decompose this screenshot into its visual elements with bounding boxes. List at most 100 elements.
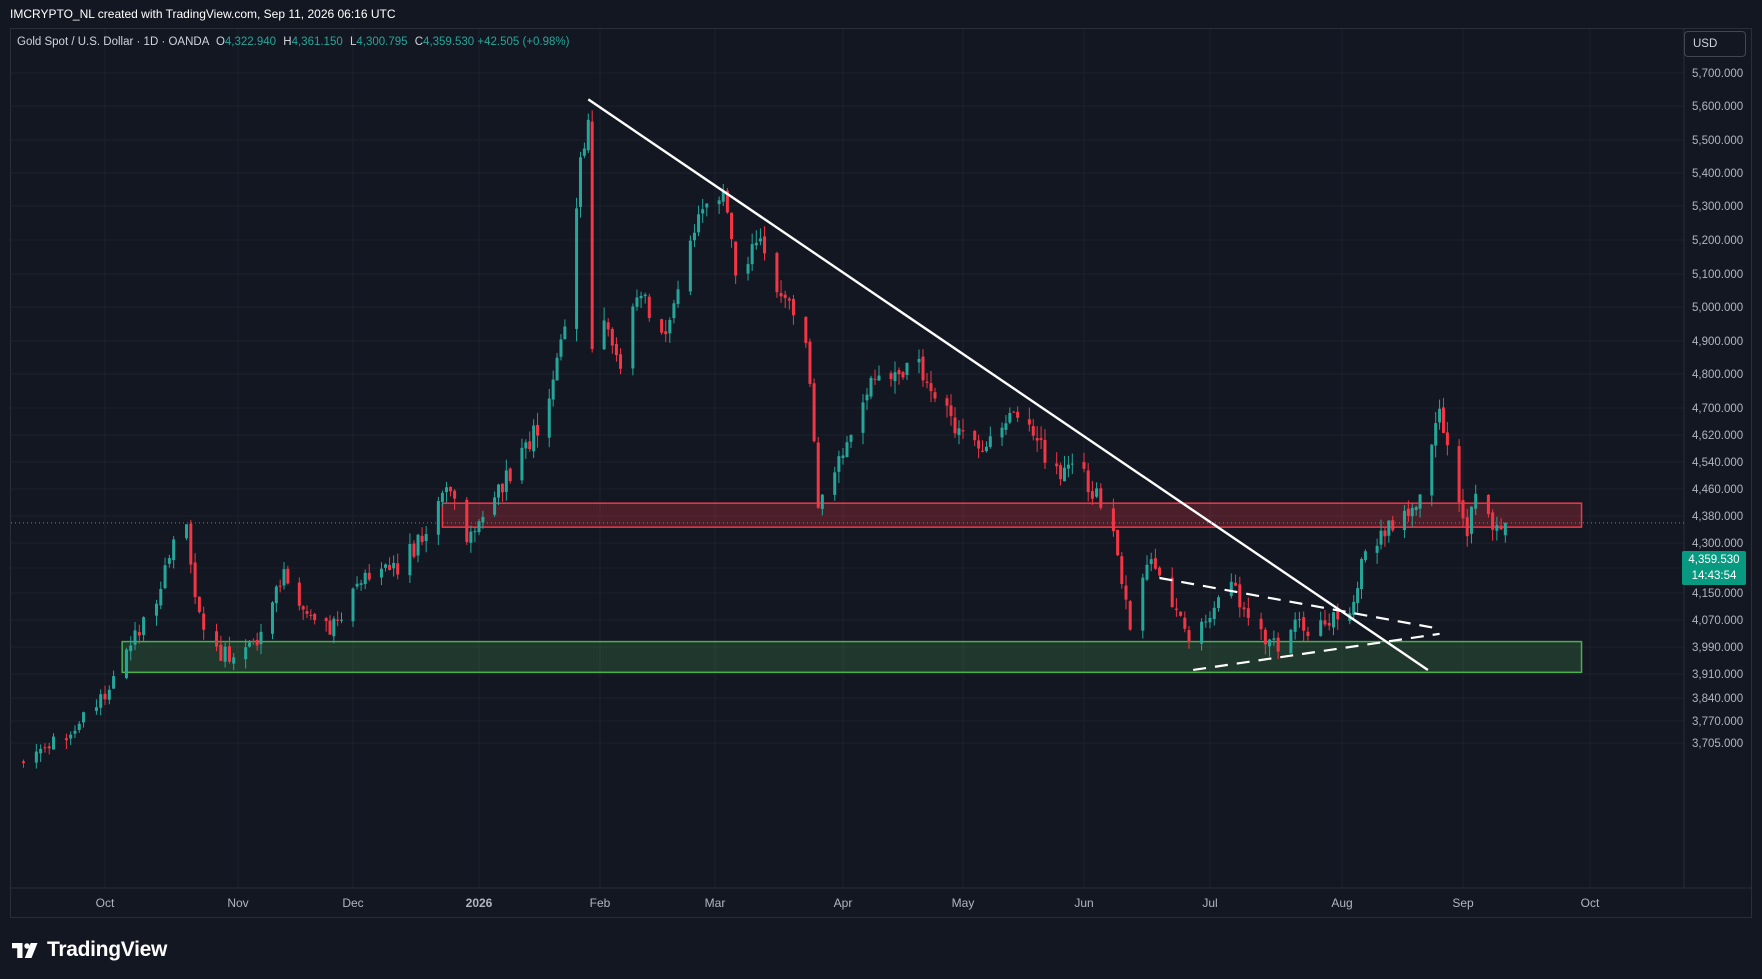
candle	[1016, 406, 1020, 423]
candle	[925, 372, 929, 389]
candle	[1012, 410, 1016, 413]
candle	[1200, 618, 1204, 651]
candle	[297, 577, 301, 611]
candle	[812, 378, 816, 443]
currency-button[interactable]: USD	[1684, 31, 1746, 57]
candle	[921, 349, 925, 387]
candle-body	[137, 632, 141, 636]
candle	[953, 407, 957, 438]
candle-body	[1035, 438, 1039, 441]
price-tick-label: 4,300.000	[1692, 538, 1743, 550]
candle-body	[379, 568, 383, 578]
candle	[984, 441, 988, 453]
candle	[367, 563, 371, 582]
candle	[905, 362, 909, 380]
candle-body	[416, 534, 420, 556]
candle	[339, 612, 344, 624]
candle	[197, 596, 201, 614]
candle-body	[725, 190, 729, 213]
candle-body	[647, 296, 651, 319]
candle	[282, 562, 286, 590]
candle-body	[779, 292, 783, 297]
price-chart[interactable]: 5,700.000 5,600.000 5,500.000 5,400.000 5,30…	[0, 0, 1762, 918]
candle	[1000, 422, 1004, 447]
candle-body	[614, 343, 618, 356]
candle-body	[1461, 500, 1465, 519]
candle	[734, 241, 738, 285]
candle	[1383, 527, 1387, 547]
candle-body	[1336, 611, 1340, 620]
price-tick-label: 3,705.000	[1692, 738, 1743, 750]
candle	[1116, 529, 1120, 557]
candle	[639, 291, 643, 309]
candle	[379, 562, 383, 586]
candle	[1204, 614, 1208, 628]
candle	[1179, 611, 1183, 617]
candle	[500, 483, 504, 502]
candle-body	[861, 402, 865, 433]
candle	[424, 526, 428, 553]
candle	[384, 563, 388, 572]
candle-body	[367, 572, 371, 580]
candle-body	[1319, 620, 1323, 636]
candle-body	[730, 212, 734, 239]
candle-body	[672, 303, 676, 319]
time-tick-label: May	[952, 896, 975, 910]
support-zone	[121, 640, 1583, 674]
candle	[575, 197, 579, 342]
candle	[1457, 439, 1461, 512]
candle-body	[929, 383, 933, 392]
candle-body	[1000, 427, 1004, 438]
grid-lines	[11, 29, 1684, 888]
candle	[746, 256, 750, 281]
time-axis: Oct Nov Dec 2026 Feb Mar Apr May Jun Jul Aug Sep Oct	[96, 896, 1600, 910]
candle-body	[635, 297, 639, 307]
candle	[453, 489, 457, 510]
candle-body	[34, 751, 38, 763]
candle	[232, 652, 236, 671]
candle-body	[167, 558, 171, 564]
candle-body	[52, 736, 56, 750]
candle-body	[202, 613, 206, 630]
candle-body	[396, 563, 400, 575]
symbol-title: Gold Spot / U.S. Dollar · 1D · OANDA	[17, 36, 209, 48]
candle	[270, 601, 275, 640]
candle	[1004, 415, 1008, 435]
candle-body	[297, 582, 301, 606]
candle	[551, 370, 555, 407]
candle-body	[973, 430, 977, 441]
candle	[676, 280, 680, 308]
candle	[610, 327, 614, 354]
candle-body	[1158, 567, 1162, 576]
price-tick-label: 5,700.000	[1692, 68, 1743, 80]
candle	[412, 540, 416, 559]
high-label: H	[283, 36, 292, 48]
symbol-legend: Gold Spot / U.S. Dollar · 1D · OANDA O4,…	[17, 36, 570, 48]
candle	[763, 226, 767, 261]
candle	[614, 337, 618, 362]
candle-body	[142, 617, 146, 635]
candle-body	[1062, 467, 1066, 482]
tradingview-logo[interactable]: TradingView	[12, 938, 167, 962]
candle-body	[697, 214, 701, 233]
candle	[1111, 498, 1115, 537]
candle-body	[812, 383, 816, 442]
candle-body	[1229, 581, 1233, 596]
candle-body	[1323, 620, 1327, 625]
candle-body	[21, 761, 25, 763]
candle-body	[1238, 584, 1242, 608]
candle	[929, 370, 933, 402]
candle	[873, 369, 877, 385]
candle-body	[1090, 491, 1094, 499]
price-tick-label: 5,100.000	[1692, 269, 1743, 281]
candle-body	[388, 564, 392, 571]
candle	[313, 612, 317, 625]
candle	[602, 307, 606, 350]
candle	[1128, 599, 1132, 631]
candle-body	[1031, 426, 1035, 436]
candle-body	[1503, 522, 1507, 536]
candle-body	[1486, 494, 1490, 515]
candle	[1289, 628, 1293, 654]
candle-body	[1183, 617, 1187, 629]
candle	[1238, 576, 1242, 618]
